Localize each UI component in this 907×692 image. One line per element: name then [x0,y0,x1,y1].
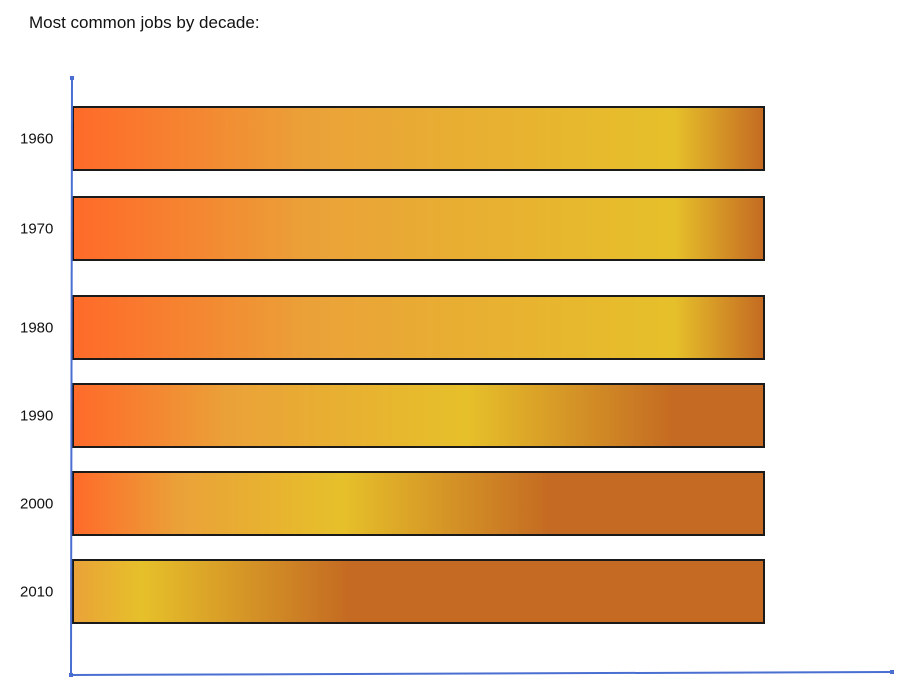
x-axis-line [70,671,893,676]
y-axis-top-handle [70,76,74,80]
bar-1970 [72,196,765,261]
category-label-1960: 1960 [20,131,53,148]
category-label-1990: 1990 [20,408,53,425]
category-label-1980: 1980 [20,320,53,337]
axes [69,76,894,677]
category-labels: 1960 1970 1980 1990 2000 2010 [20,131,53,601]
bar-2010 [72,559,765,624]
x-axis-end-handle [890,670,894,674]
bars-layer [72,106,765,624]
y-axis-line [70,77,73,676]
category-label-2000: 2000 [20,496,53,513]
bar-1960 [72,106,765,171]
category-label-1970: 1970 [20,221,53,238]
chart-title: Most common jobs by decade: [29,13,260,32]
bar-1990 [72,383,765,448]
bar-2000 [72,471,765,536]
category-label-2010: 2010 [20,584,53,601]
bar-1980 [72,295,765,360]
axis-origin-handle [69,673,73,677]
